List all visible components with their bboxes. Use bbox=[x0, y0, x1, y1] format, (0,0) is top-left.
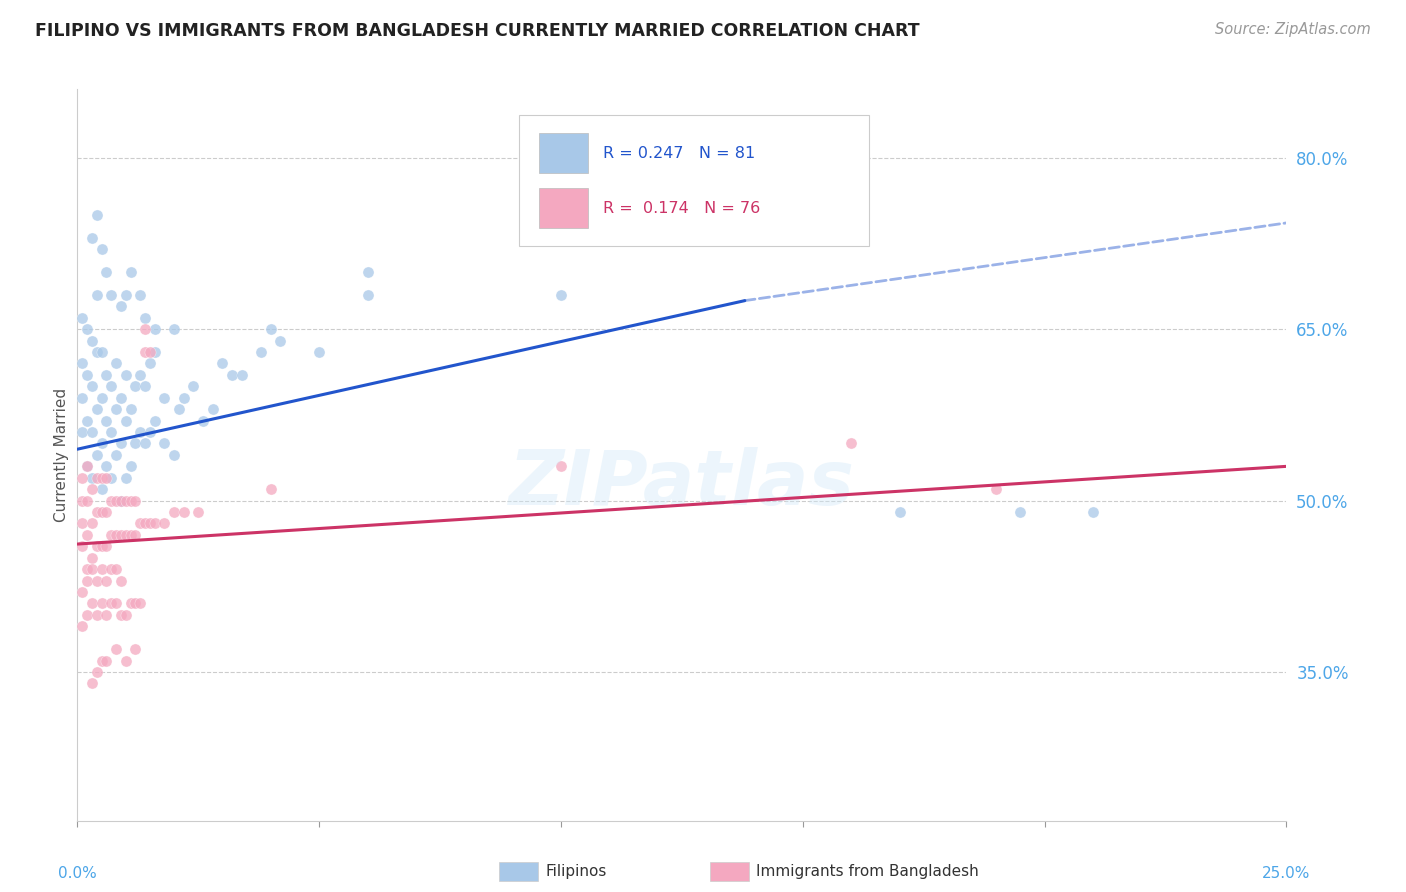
Text: R = 0.247   N = 81: R = 0.247 N = 81 bbox=[603, 146, 755, 161]
Text: FILIPINO VS IMMIGRANTS FROM BANGLADESH CURRENTLY MARRIED CORRELATION CHART: FILIPINO VS IMMIGRANTS FROM BANGLADESH C… bbox=[35, 22, 920, 40]
Text: 0.0%: 0.0% bbox=[58, 866, 97, 881]
FancyBboxPatch shape bbox=[540, 188, 588, 228]
Text: Filipinos: Filipinos bbox=[546, 864, 607, 879]
Text: Immigrants from Bangladesh: Immigrants from Bangladesh bbox=[756, 864, 979, 879]
Text: R =  0.174   N = 76: R = 0.174 N = 76 bbox=[603, 201, 761, 216]
Text: ZIPatlas: ZIPatlas bbox=[509, 447, 855, 521]
Text: Source: ZipAtlas.com: Source: ZipAtlas.com bbox=[1215, 22, 1371, 37]
Y-axis label: Currently Married: Currently Married bbox=[53, 388, 69, 522]
Text: 25.0%: 25.0% bbox=[1263, 866, 1310, 881]
FancyBboxPatch shape bbox=[540, 133, 588, 173]
FancyBboxPatch shape bbox=[519, 115, 869, 246]
